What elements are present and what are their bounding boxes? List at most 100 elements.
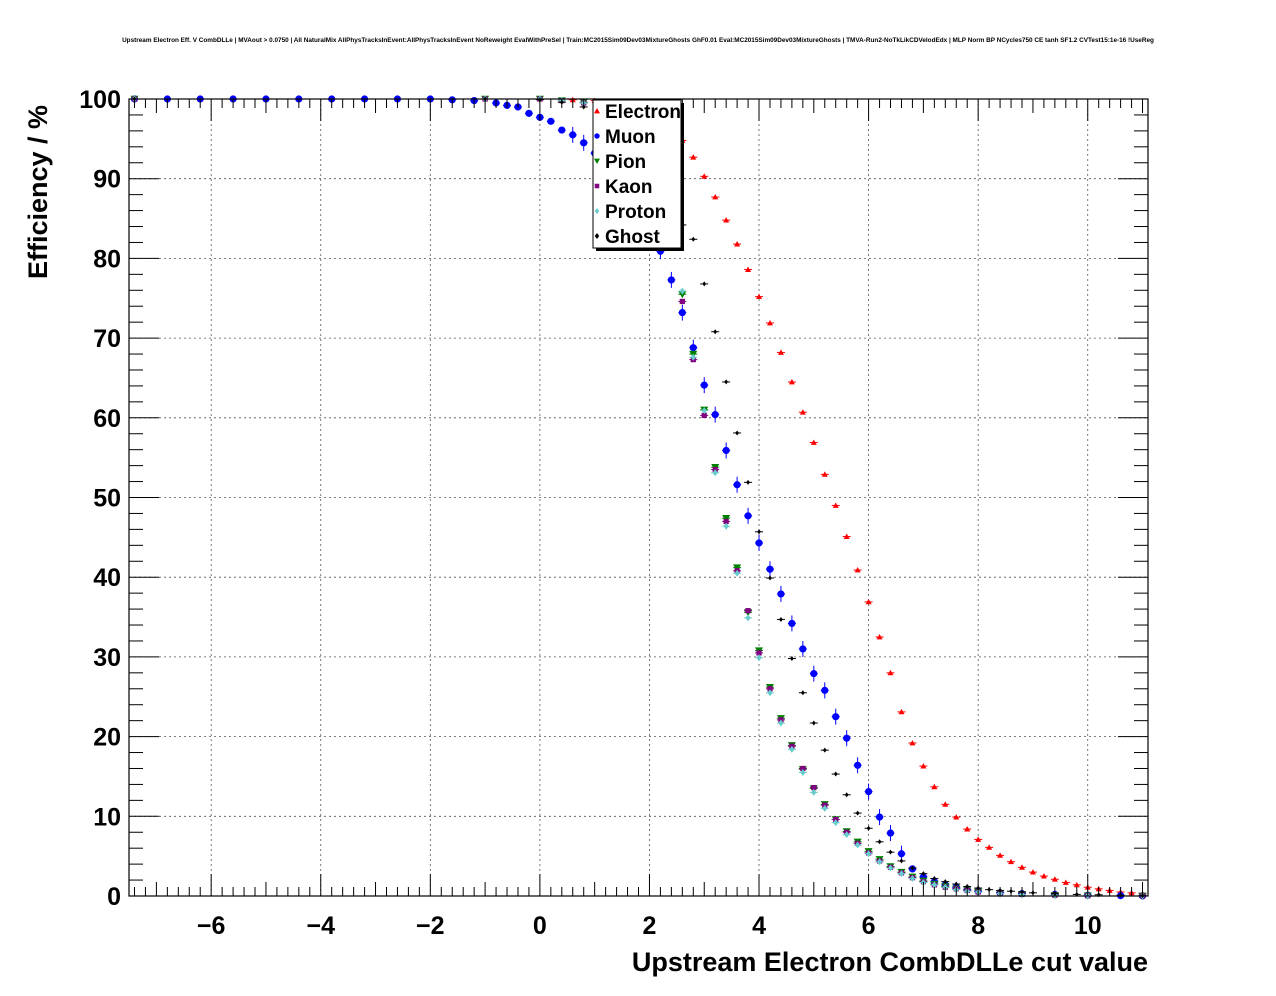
data-point xyxy=(833,771,838,777)
data-point xyxy=(898,870,905,878)
data-point xyxy=(558,126,566,134)
data-point xyxy=(887,669,894,676)
data-point xyxy=(843,533,850,539)
data-point xyxy=(822,747,827,753)
data-point xyxy=(888,849,893,855)
legend-label-proton: Proton xyxy=(605,202,666,223)
data-point xyxy=(876,633,883,640)
data-point xyxy=(877,839,882,845)
y-tick-label: 100 xyxy=(79,86,121,114)
data-point xyxy=(866,825,871,831)
data-point xyxy=(832,713,840,721)
data-point xyxy=(997,852,1004,858)
x-tick-label: 6 xyxy=(862,912,876,940)
data-point xyxy=(679,298,685,305)
data-point xyxy=(898,708,905,715)
data-point xyxy=(745,614,751,622)
data-point xyxy=(964,826,971,832)
data-point xyxy=(679,287,685,295)
data-point xyxy=(810,670,818,678)
x-tick-label: 10 xyxy=(1074,912,1102,940)
data-point xyxy=(833,819,839,827)
data-point xyxy=(734,569,740,577)
data-point xyxy=(875,813,884,821)
data-point xyxy=(712,194,719,200)
data-point xyxy=(1062,879,1069,885)
data-point xyxy=(909,874,916,882)
data-point xyxy=(701,407,707,415)
data-point xyxy=(887,864,894,872)
data-point xyxy=(525,109,533,117)
data-point xyxy=(691,236,696,242)
data-point xyxy=(822,804,828,812)
data-point xyxy=(953,814,960,820)
data-point xyxy=(766,565,774,573)
data-point xyxy=(910,865,915,871)
data-point xyxy=(800,765,806,772)
data-point xyxy=(756,293,763,300)
data-point xyxy=(777,349,784,355)
data-point xyxy=(1029,869,1036,875)
y-tick-label: 10 xyxy=(93,803,121,831)
data-point xyxy=(701,412,707,419)
data-point xyxy=(789,745,795,753)
legend-box xyxy=(592,99,682,249)
data-point xyxy=(678,291,687,299)
data-point xyxy=(965,883,970,889)
data-point xyxy=(722,515,731,523)
x-tick-label: −2 xyxy=(416,912,445,940)
data-point xyxy=(832,502,839,508)
data-point xyxy=(733,481,741,489)
data-point xyxy=(779,616,783,622)
data-point xyxy=(954,881,959,887)
data-point xyxy=(723,217,730,223)
data-point xyxy=(1040,873,1047,879)
data-point xyxy=(821,471,828,477)
data-point xyxy=(799,409,806,415)
data-point xyxy=(745,266,752,272)
data-point xyxy=(800,690,805,696)
y-tick-label: 40 xyxy=(93,564,121,592)
data-point xyxy=(745,608,751,614)
legend-marker-ghost xyxy=(594,233,600,239)
data-point xyxy=(788,378,795,385)
data-point xyxy=(690,353,696,361)
data-point xyxy=(899,858,904,864)
data-point xyxy=(746,479,750,485)
data-point xyxy=(724,379,729,385)
data-point xyxy=(865,598,872,605)
data-point xyxy=(733,564,742,572)
axis-ticks xyxy=(129,98,1148,897)
data-point xyxy=(790,655,794,661)
data-point xyxy=(689,344,697,352)
legend-marker-proton xyxy=(594,208,600,214)
legend: Electron Muon Pion Kaon Proton Ghost xyxy=(592,99,684,251)
data-point xyxy=(700,381,708,389)
data-point xyxy=(767,686,773,692)
data-point xyxy=(897,850,906,858)
x-tick-label: −6 xyxy=(197,912,226,940)
data-point xyxy=(702,281,707,287)
data-point xyxy=(723,522,729,530)
legend-label-ghost: Ghost xyxy=(605,227,661,248)
legend-marker-muon xyxy=(594,133,600,139)
legend-label-pion: Pion xyxy=(605,152,646,173)
data-point xyxy=(865,850,872,858)
data-point xyxy=(722,446,730,455)
x-axis-title: Upstream Electron CombDLLe cut value xyxy=(632,947,1148,977)
data-point xyxy=(580,139,588,147)
x-tick-label: 8 xyxy=(971,912,985,940)
data-point xyxy=(734,241,741,247)
data-point xyxy=(778,719,784,727)
data-point xyxy=(986,844,993,850)
data-point xyxy=(1008,858,1015,865)
data-point xyxy=(943,879,948,885)
data-point xyxy=(821,686,829,694)
data-point xyxy=(854,761,862,769)
data-point xyxy=(788,619,796,628)
data-point xyxy=(876,858,883,866)
legend-marker-electron xyxy=(594,108,600,114)
chart-title: Upstream Electron Eff. V CombDLLe | MVAo… xyxy=(122,37,1154,44)
data-point xyxy=(811,784,817,791)
